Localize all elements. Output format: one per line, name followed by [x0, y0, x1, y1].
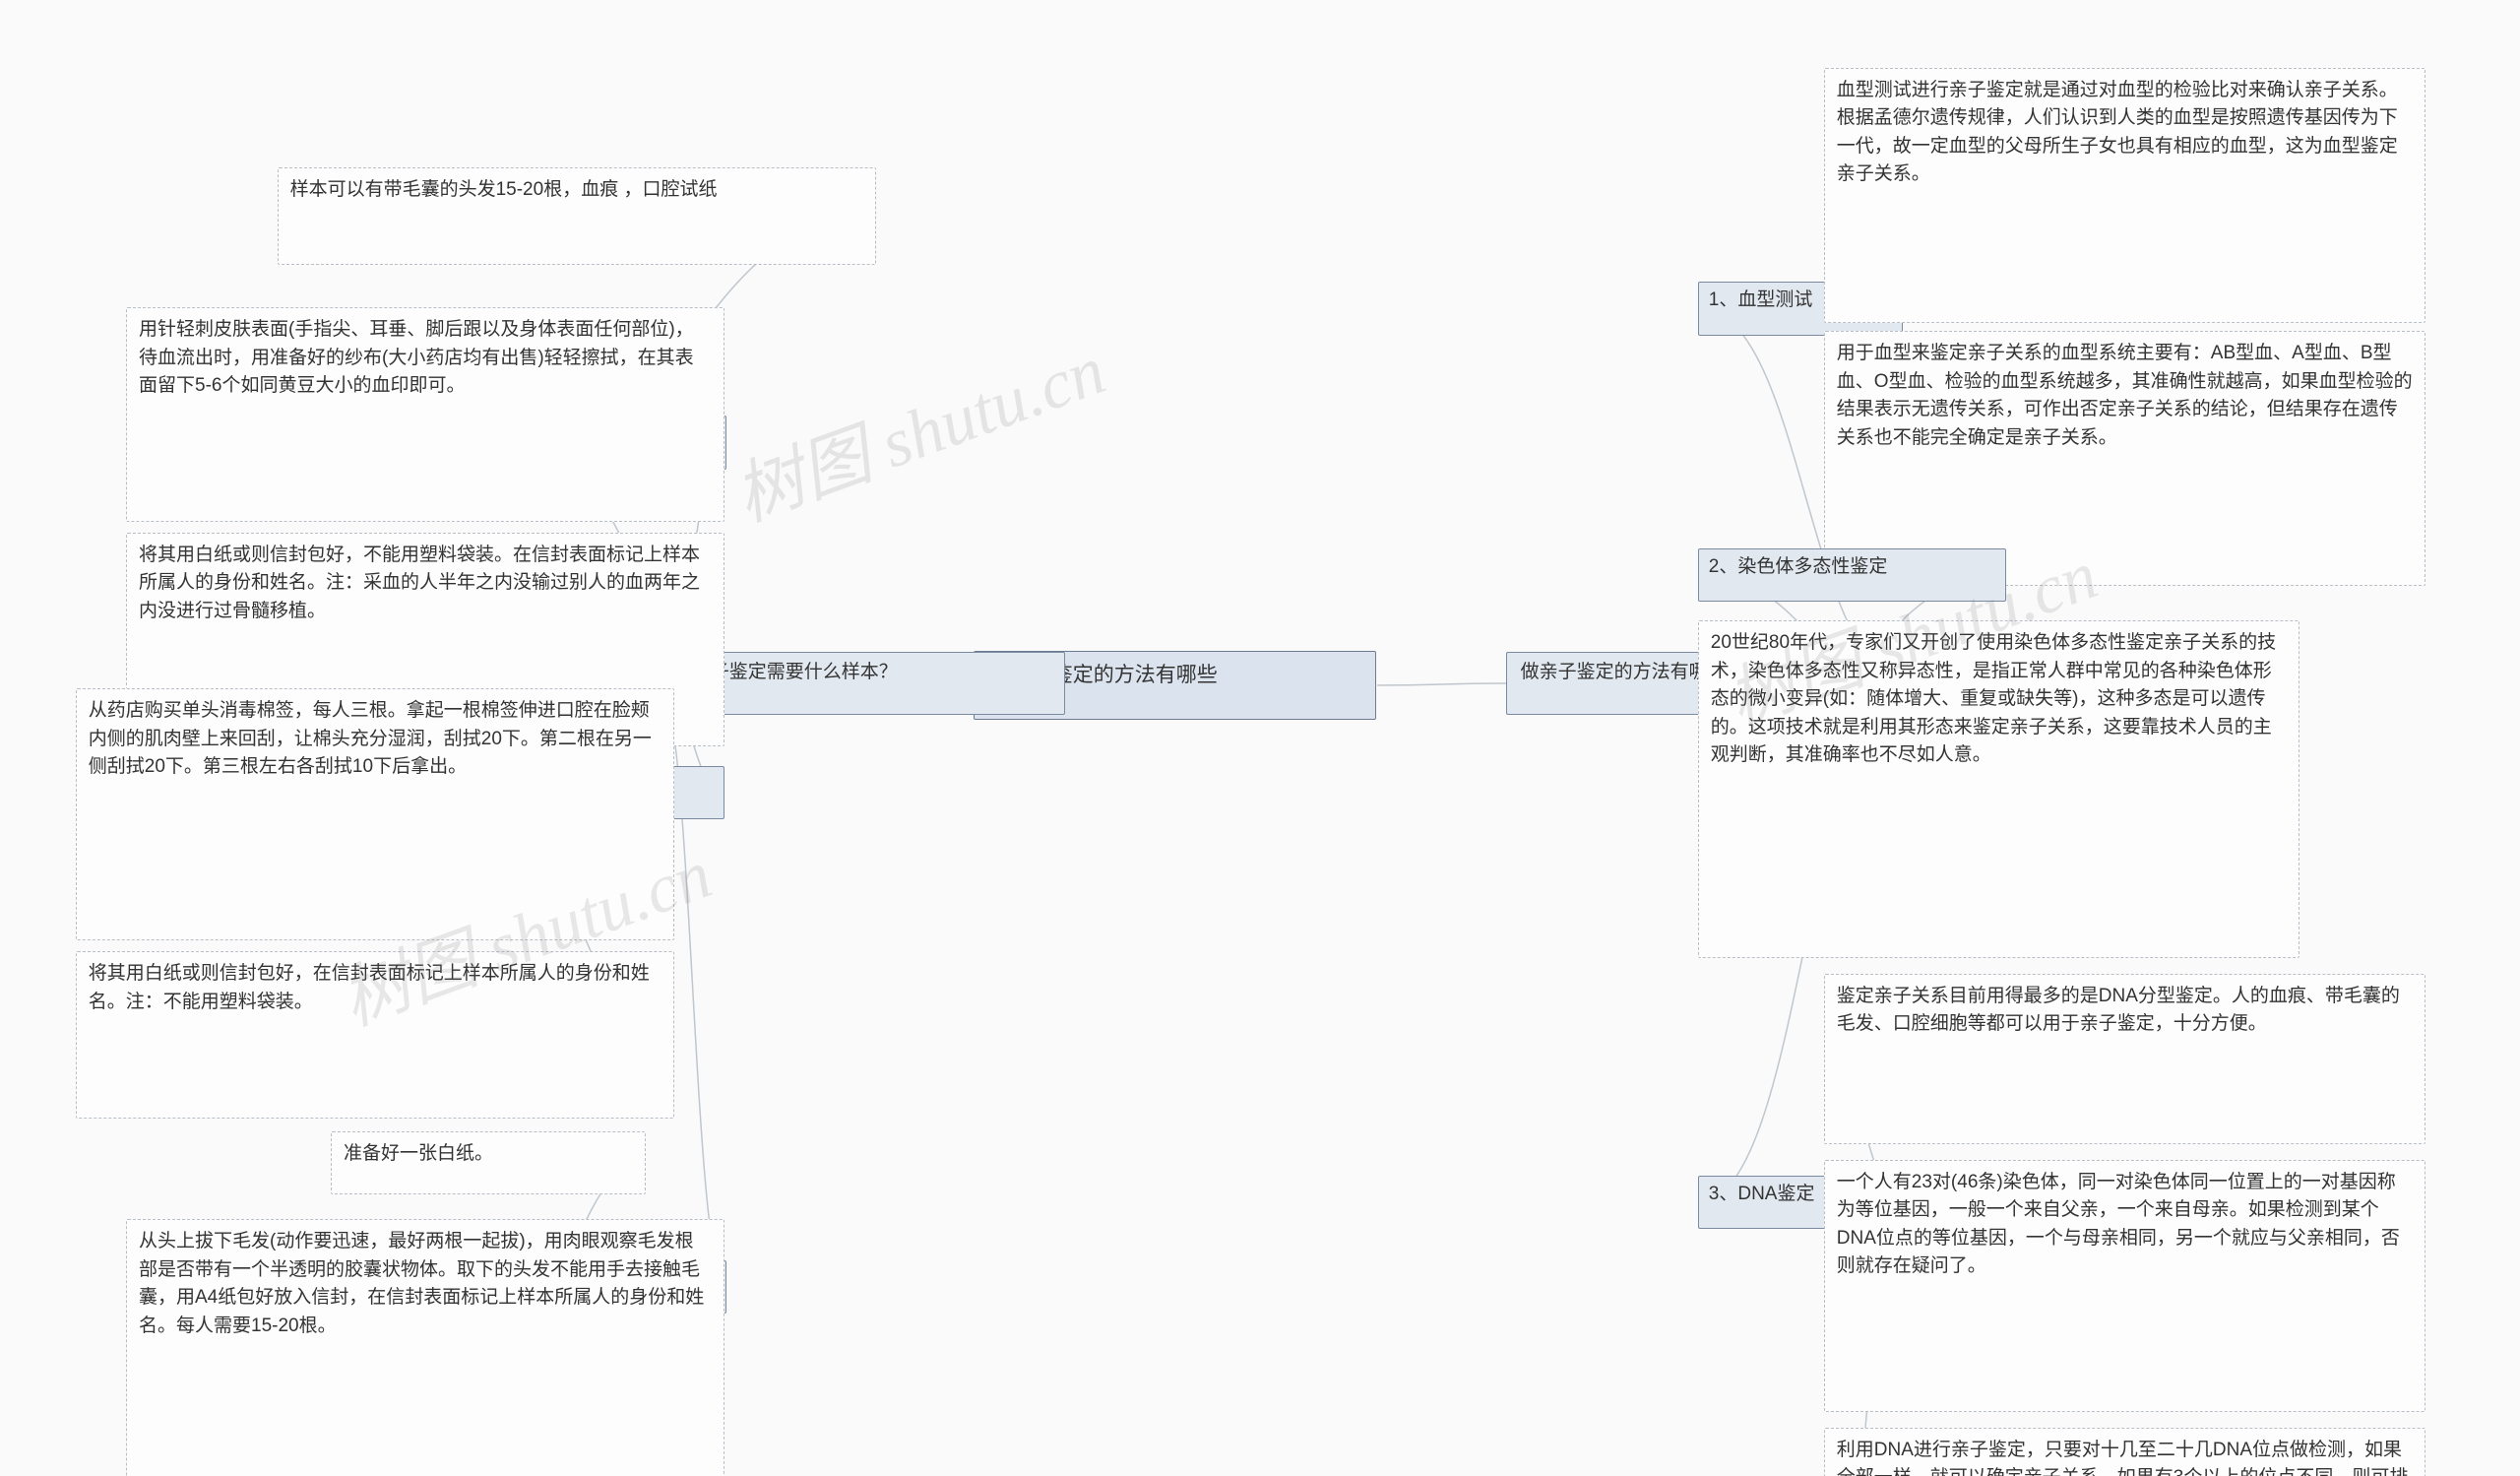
leaf-l2b: 将其用白纸或则信封包好，在信封表面标记上样本所属人的身份和姓名。注：不能用塑料袋… — [76, 951, 674, 1119]
leaf-r2a: 20世纪80年代，专家们又开创了使用染色体多态性鉴定亲子关系的技术，染色体多态性… — [1698, 620, 2300, 957]
leaf-l2a: 从药店购买单头消毒棉签，每人三根。拿起一根棉签伸进口腔在脸颊内侧的肌肉壁上来回刮… — [76, 688, 674, 940]
mindmap-canvas: 做亲子鉴定的方法有哪些做亲子鉴定需要什么样本？做亲子鉴定的方法有哪些？1、血痕采… — [0, 0, 2520, 1476]
subtopic-r2: 2、染色体多态性鉴定 — [1698, 548, 2007, 602]
watermark: 树图 shutu.cn — [720, 315, 1117, 541]
leaf-r3b: 一个人有23对(46条)染色体，同一对染色体同一位置上的一对基因称为等位基因，一… — [1824, 1160, 2426, 1412]
leaf-l3a: 准备好一张白纸。 — [331, 1131, 646, 1194]
leaf-r1a: 血型测试进行亲子鉴定就是通过对血型的检验比对来确认亲子关系。根据孟德尔遗传规律，… — [1824, 68, 2426, 323]
leaf-l1a: 样本可以有带毛囊的头发15-20根，血痕 ，口腔试纸 — [278, 167, 876, 265]
leaf-r3a: 鉴定亲子关系目前用得最多的是DNA分型鉴定。人的血痕、带毛囊的毛发、口腔细胞等都… — [1824, 974, 2426, 1144]
leaf-l1b: 用针轻刺皮肤表面(手指尖、耳垂、脚后跟以及身体表面任何部位)，待血流出时，用准备… — [126, 307, 724, 522]
leaf-r3c: 利用DNA进行亲子鉴定，只要对十几至二十几DNA位点做检测，如果全部一样，就可以… — [1824, 1428, 2426, 1476]
leaf-l3b: 从头上拔下毛发(动作要迅速，最好两根一起拔)，用肉眼观察毛发根部是否带有一个半透… — [126, 1219, 724, 1476]
